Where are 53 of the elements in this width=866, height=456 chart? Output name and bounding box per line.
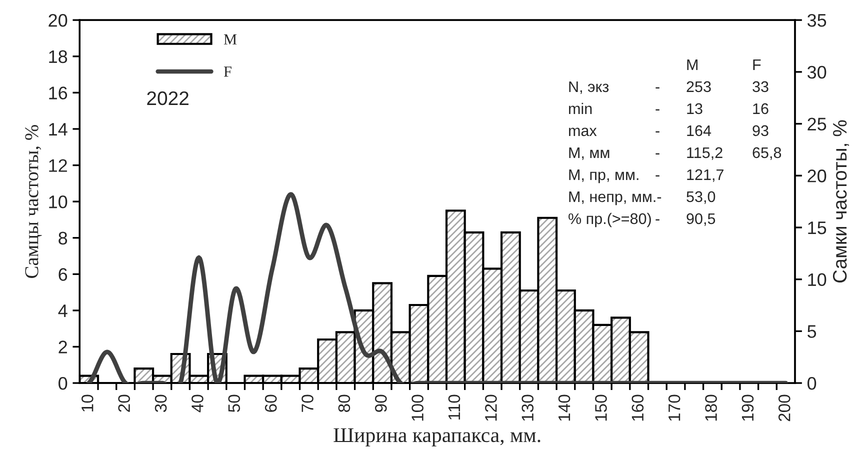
x-tick-label: 10 <box>82 394 94 412</box>
y-tick-label: 12 <box>49 159 67 172</box>
y-axis-title: Самцы частоты, % <box>25 124 42 278</box>
x-tick-label: 110 <box>448 394 460 420</box>
annotation: 2022 <box>147 91 188 106</box>
text: min - 13 16 <box>569 102 768 114</box>
y-tick-label: 16 <box>49 86 68 100</box>
y2-tick-label: 5 <box>808 325 816 338</box>
y2-tick-label: 10 <box>808 273 826 286</box>
y-tick-label: 10 <box>49 195 68 208</box>
text: M F <box>687 59 761 70</box>
y2-tick-label: 20 <box>808 170 826 182</box>
x-tick-label: 50 <box>228 394 240 412</box>
y-tick-label: 8 <box>58 232 68 245</box>
y-tick-label: 20 <box>48 14 68 27</box>
y2-tick-label: 0 <box>808 376 816 390</box>
x-tick-label: 200 <box>778 394 790 422</box>
y-tick-label: 4 <box>58 304 68 317</box>
y2-tick-label: 30 <box>807 66 826 79</box>
text: N, экз - 253 33 <box>569 81 768 94</box>
x-axis-title: Ширина карапакса, мм. <box>334 428 540 446</box>
x-tick-label: 90 <box>374 394 387 412</box>
legend-label: M <box>224 34 237 44</box>
x-tick-label: 80 <box>338 394 350 412</box>
y2-axis-title: Самки частоты, % <box>832 120 850 283</box>
x-tick-label: 170 <box>668 394 680 421</box>
text: M, пр, мм. - 121,7 <box>569 169 724 184</box>
y-tick-label: 18 <box>49 50 68 64</box>
x-tick-label: 30 <box>154 394 167 412</box>
y-tick-label: 14 <box>49 123 68 136</box>
x-tick-label: 130 <box>522 394 534 421</box>
x-tick-label: 70 <box>302 394 314 412</box>
x-tick-label: 160 <box>632 394 644 421</box>
x-tick-label: 140 <box>558 394 570 421</box>
x-tick-label: 180 <box>705 394 717 421</box>
y-tick-label: 0 <box>58 376 68 390</box>
text: M, мм - 115,2 65,8 <box>569 147 782 160</box>
text: M, непр, мм.- 53,0 <box>569 191 716 206</box>
y2-tick-label: 35 <box>807 14 826 27</box>
text: % пр.(>=80) - 90,5 <box>568 212 716 228</box>
x-tick-label: 120 <box>485 394 497 421</box>
legend-label: F <box>224 66 232 77</box>
x-tick-label: 150 <box>595 394 607 421</box>
x-tick-label: 190 <box>742 394 754 421</box>
x-tick-label: 100 <box>412 394 424 421</box>
x-tick-label: 20 <box>118 394 130 412</box>
y-tick-label: 2 <box>58 340 67 354</box>
x-tick-label: 40 <box>192 394 204 412</box>
y-tick-label: 6 <box>58 268 68 281</box>
y2-tick-label: 15 <box>808 222 826 234</box>
y2-tick-label: 25 <box>808 118 826 130</box>
text: max - 164 93 <box>569 125 768 136</box>
x-tick-label: 60 <box>264 394 277 412</box>
